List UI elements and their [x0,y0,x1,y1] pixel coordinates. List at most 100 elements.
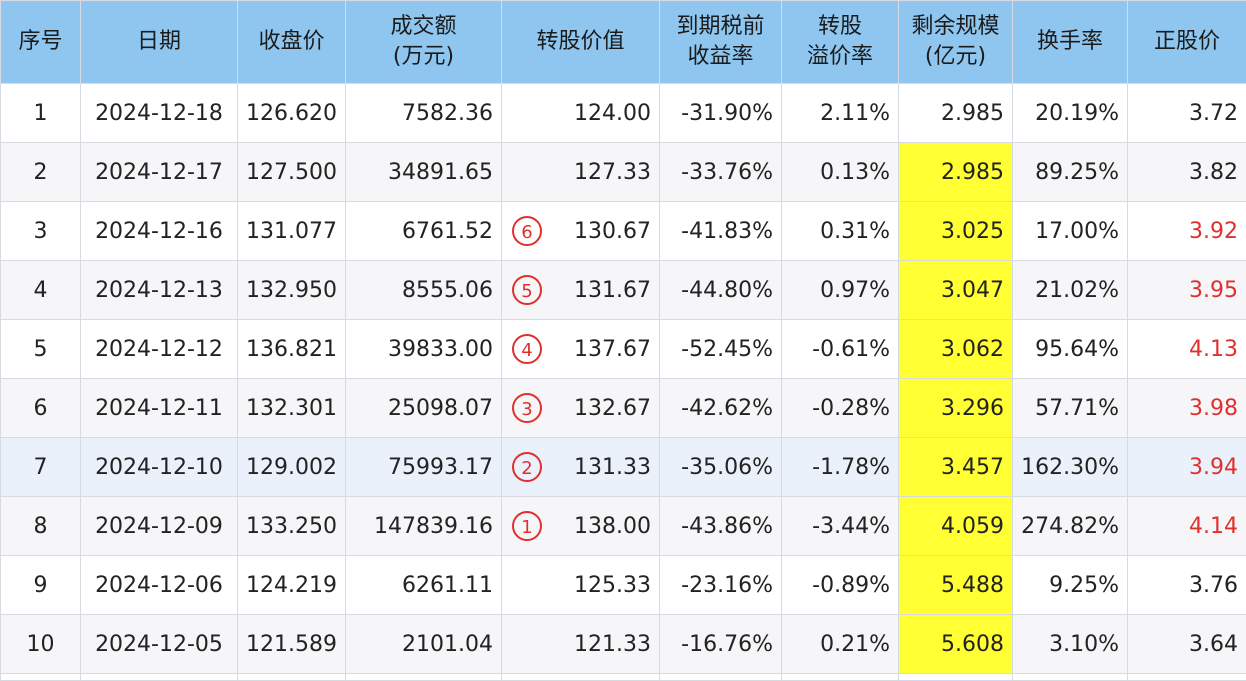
stock-price-cell: 3.92 [1128,202,1246,261]
row-date: 2024-12-09 [95,514,223,539]
turnover-rate-cell: 9.25% [1013,556,1128,615]
row-index-cell: 10 [1,615,81,674]
conversion-premium: 0.31% [820,219,890,244]
close-price: 132.950 [246,278,337,303]
column-header[interactable]: 收盘价 [238,1,346,84]
ytm-before-tax: -31.90% [681,101,773,126]
trade-amount-cell: 6761.52 [346,202,502,261]
remaining-size: 2.985 [941,160,1004,185]
ytm-before-tax: -41.83% [681,219,773,244]
column-header-line1: 序号 [1,27,80,57]
conversion-value-cell: 121.33 [502,615,660,674]
column-header[interactable]: 日期 [81,1,238,84]
conversion-value: 131.67 [574,278,651,303]
row-date-cell: 2024-12-05 [81,615,238,674]
conversion-premium: 0.13% [820,160,890,185]
ytm-before-tax: -43.86% [681,514,773,539]
conversion-premium: -0.28% [812,396,890,421]
stock-price-cell: 3.95 [1128,261,1246,320]
column-header[interactable]: 正股价 [1128,1,1246,84]
column-header[interactable]: 序号 [1,1,81,84]
close-price-cell: 127.500 [238,143,346,202]
empty-cell [1128,674,1246,681]
close-price-cell: 129.002 [238,438,346,497]
ytm-before-tax: -42.62% [681,396,773,421]
column-header[interactable]: 转股价值 [502,1,660,84]
row-index: 3 [34,219,48,244]
row-index: 7 [34,455,48,480]
row-index-cell: 5 [1,320,81,379]
circled-marker-icon: 4 [512,334,542,364]
conversion-premium: -0.61% [812,337,890,362]
ytm-before-tax: -23.16% [681,573,773,598]
row-index-cell: 4 [1,261,81,320]
row-date: 2024-12-18 [95,101,223,126]
turnover-rate: 162.30% [1021,455,1119,480]
stock-price-cell: 3.76 [1128,556,1246,615]
row-date: 2024-12-05 [95,632,223,657]
empty-cell [81,674,238,681]
column-header[interactable]: 转股溢价率 [782,1,899,84]
column-header-line1: 收盘价 [238,27,345,57]
close-price: 133.250 [246,514,337,539]
ytm-before-tax-cell: -43.86% [660,497,782,556]
row-date-cell: 2024-12-12 [81,320,238,379]
turnover-rate-cell: 17.00% [1013,202,1128,261]
header-row: 序号日期收盘价成交额(万元)转股价值到期税前收益率转股溢价率剩余规模(亿元)换手… [1,1,1246,84]
remaining-size: 3.047 [941,278,1004,303]
ytm-before-tax-cell: -42.62% [660,379,782,438]
turnover-rate: 20.19% [1035,101,1119,126]
trade-amount-cell: 34891.65 [346,143,502,202]
row-date-cell: 2024-12-17 [81,143,238,202]
trade-amount: 75993.17 [388,455,493,480]
row-index: 5 [34,337,48,362]
turnover-rate: 9.25% [1049,573,1119,598]
conversion-premium: -3.44% [812,514,890,539]
remaining-size-cell: 5.608 [899,615,1013,674]
remaining-size-cell: 4.059 [899,497,1013,556]
conversion-value: 137.67 [574,337,651,362]
trade-amount: 2101.04 [402,632,493,657]
remaining-size: 3.457 [941,455,1004,480]
column-header-line1: 成交额 [346,12,501,42]
conversion-premium-cell: 0.97% [782,261,899,320]
column-header-line1: 日期 [81,27,237,57]
conversion-premium: -0.89% [812,573,890,598]
row-date-cell: 2024-12-18 [81,84,238,143]
remaining-size-cell: 2.985 [899,143,1013,202]
column-header-line2: 收益率 [660,42,781,72]
stock-price-cell: 4.13 [1128,320,1246,379]
column-header[interactable]: 剩余规模(亿元) [899,1,1013,84]
ytm-before-tax: -35.06% [681,455,773,480]
conversion-premium-cell: -1.78% [782,438,899,497]
column-header-line2: (万元) [346,42,501,72]
conversion-value: 130.67 [574,219,651,244]
row-index-cell: 3 [1,202,81,261]
empty-cell [899,674,1013,681]
column-header[interactable]: 换手率 [1013,1,1128,84]
stock-price: 3.92 [1189,219,1238,244]
column-header-line1: 剩余规模 [899,12,1012,42]
empty-cell [660,674,782,681]
turnover-rate: 17.00% [1035,219,1119,244]
column-header[interactable]: 成交额(万元) [346,1,502,84]
ytm-before-tax-cell: -16.76% [660,615,782,674]
row-index: 1 [34,101,48,126]
close-price: 121.589 [246,632,337,657]
column-header[interactable]: 到期税前收益率 [660,1,782,84]
conversion-premium-cell: 0.31% [782,202,899,261]
row-date-cell: 2024-12-06 [81,556,238,615]
